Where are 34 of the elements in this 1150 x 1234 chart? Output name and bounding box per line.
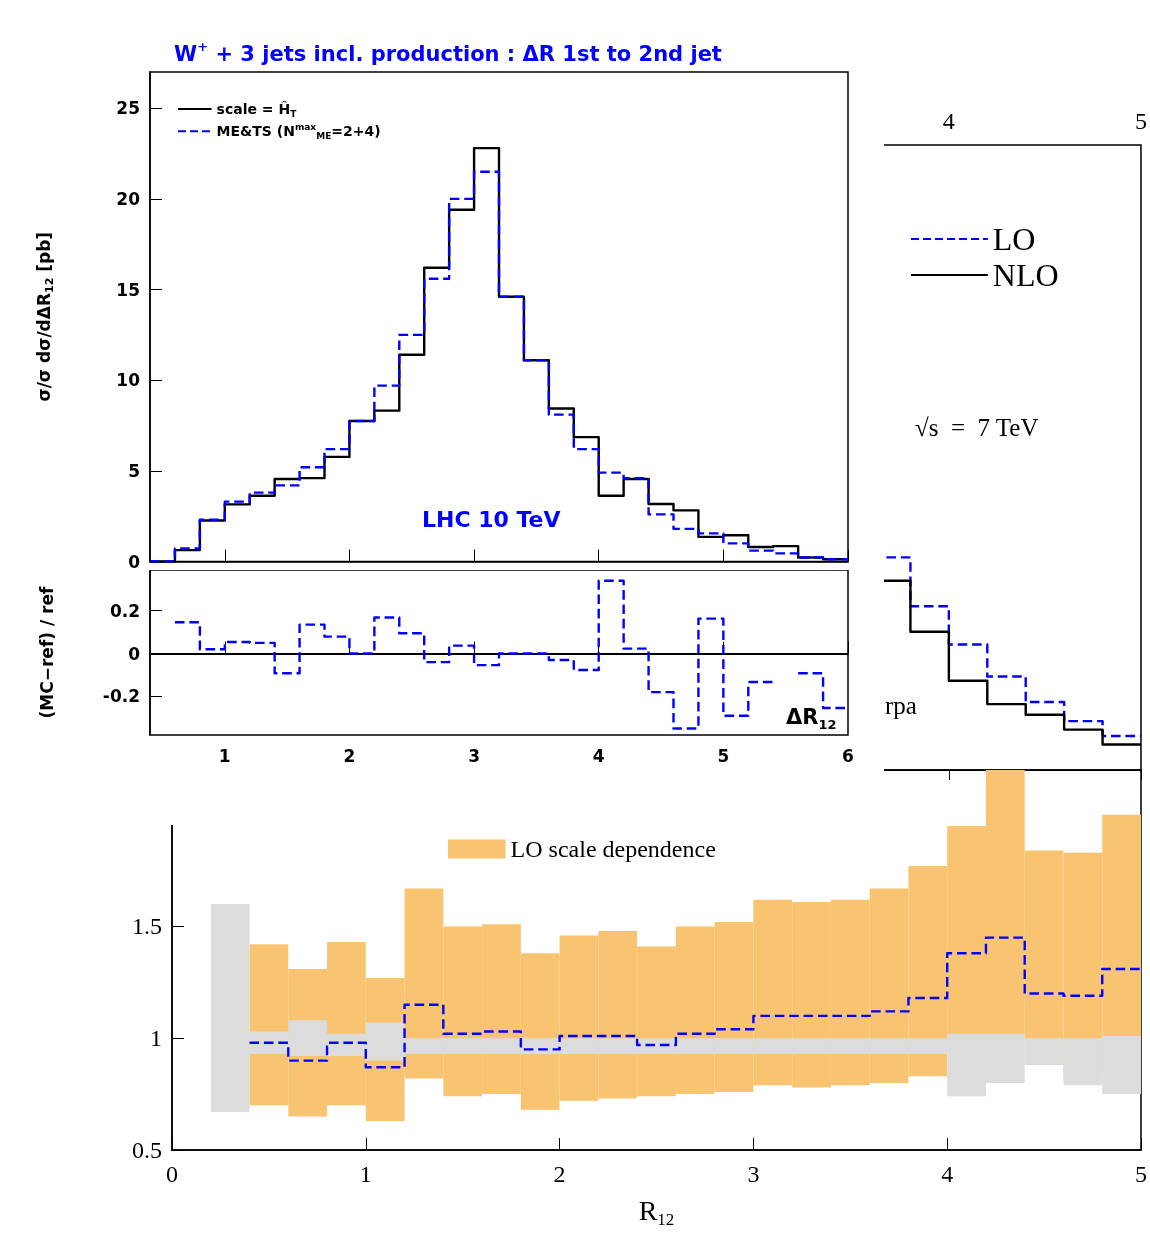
x-tick-label: 6 bbox=[842, 745, 854, 766]
legend-label: NLO bbox=[992, 257, 1059, 293]
y-tick-label: 10 bbox=[116, 370, 141, 391]
legend-label: LO scale dependence bbox=[510, 836, 716, 862]
x-tick-label: 3 bbox=[468, 745, 480, 766]
y-tick-label: 0.2 bbox=[109, 600, 140, 621]
y-tick-label: 5 bbox=[128, 460, 140, 481]
x-tick-label: 1 bbox=[359, 1161, 372, 1187]
y-tick-label: 25 bbox=[116, 98, 140, 119]
x-tick-label: 0 bbox=[166, 1161, 178, 1187]
x-tick-label: 3 bbox=[747, 1161, 760, 1187]
x-tick-label: 4 bbox=[942, 108, 955, 134]
legend-label: LO bbox=[992, 221, 1036, 257]
y-tick-label: -0.2 bbox=[102, 686, 140, 707]
y-tick-label: 0 bbox=[128, 643, 141, 664]
x-tick-label: 4 bbox=[592, 745, 605, 766]
annotation: rpa bbox=[885, 692, 917, 719]
x-tick-label: 1 bbox=[218, 745, 231, 766]
x-tick-label: 5 bbox=[1135, 1161, 1147, 1187]
y-tick-label: 20 bbox=[116, 188, 141, 209]
y-tick-label: 1 bbox=[150, 1025, 162, 1052]
annotation: LHC 10 TeV bbox=[422, 506, 561, 532]
x-tick-label: 4 bbox=[941, 1161, 954, 1187]
y-tick-label: 0 bbox=[128, 551, 141, 572]
x-tick-label: 2 bbox=[553, 1161, 566, 1187]
y-tick-label: 15 bbox=[116, 279, 140, 300]
y-tick-label: 0.5 bbox=[132, 1137, 162, 1163]
y-tick-label: 1.5 bbox=[132, 913, 162, 940]
x-tick-label: 2 bbox=[343, 745, 356, 766]
chart-title: W+ + 3 jets incl. production : ΔR 1st to 2nd jet bbox=[174, 39, 722, 66]
y-axis-title: (MC−ref) / ref bbox=[36, 585, 57, 719]
x-tick-label: 5 bbox=[717, 745, 730, 766]
text: √s = 7 TeV bbox=[915, 414, 1039, 441]
y-axis-title: σ/σ dσ/dΔR12 [pb] bbox=[33, 231, 56, 402]
